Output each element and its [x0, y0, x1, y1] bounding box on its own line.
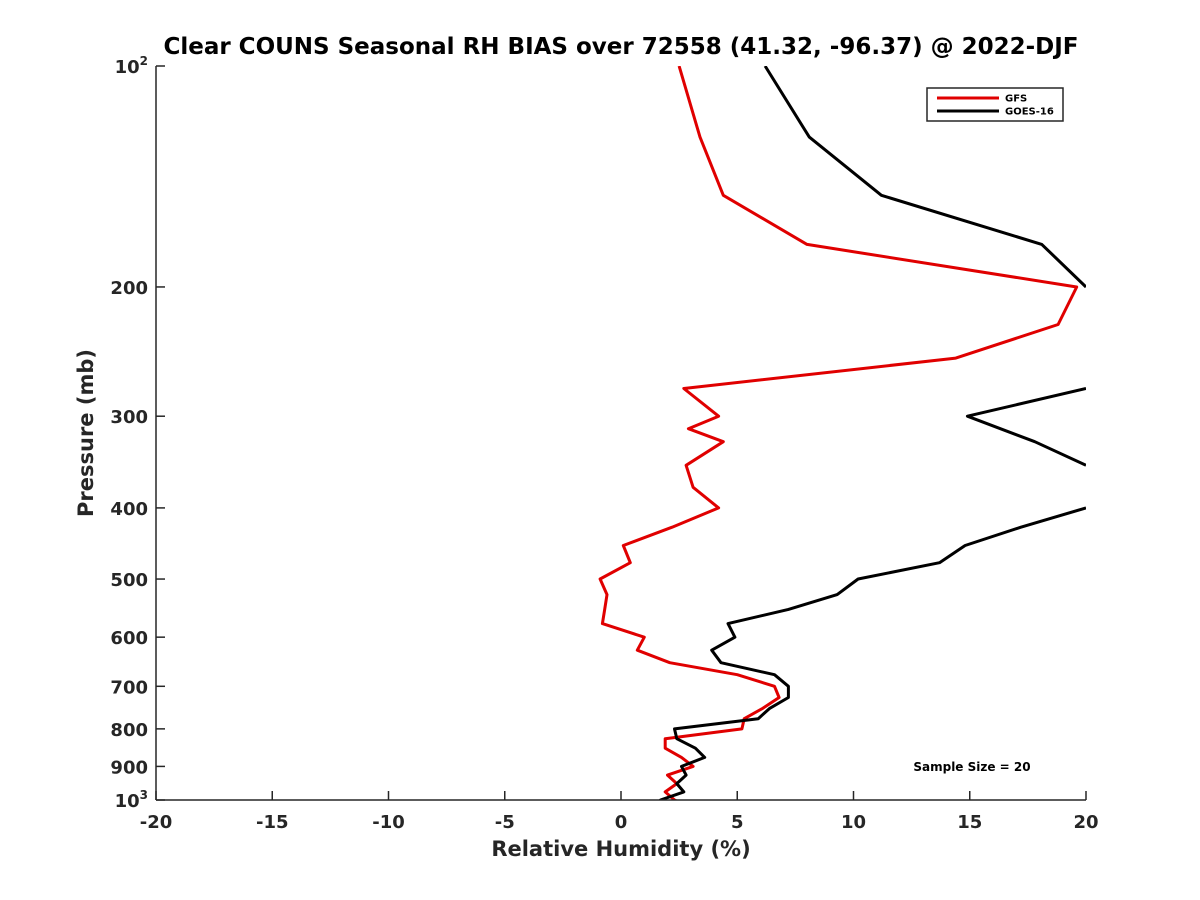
legend-box — [926, 87, 1064, 122]
x-tick-label: 20 — [1073, 812, 1098, 833]
x-tick-label: -15 — [256, 812, 289, 833]
x-tick-label: 5 — [731, 812, 744, 833]
series-line-goes-16 — [965, 387, 1086, 467]
series-line-goes-16 — [659, 506, 1086, 800]
y-tick-label: 600 — [110, 628, 148, 649]
y-tick-label: 200 — [110, 278, 148, 299]
legend-label: GFS — [1005, 94, 1027, 105]
legend-label: GOES-16 — [1005, 107, 1054, 118]
x-tick-label: -5 — [495, 812, 515, 833]
x-ticks: -20 -15 -10 -5 0 5 10 15 20 — [140, 791, 1099, 833]
chart-title: Clear COUNS Seasonal RH BIAS over 72558 … — [163, 34, 1078, 60]
series-layer — [598, 66, 1086, 800]
x-axis-label: Relative Humidity (%) — [491, 837, 750, 861]
y-tick-label: 300 — [110, 407, 148, 428]
y-tick-label: 500 — [110, 570, 148, 591]
x-tick-label: 15 — [957, 812, 982, 833]
plot-area: -20 -15 -10 -5 0 5 10 15 20 102 200 300 400 500 600 70… — [110, 54, 1098, 833]
x-tick-label: -10 — [372, 812, 405, 833]
legend: GFS GOES-16 — [926, 87, 1064, 122]
y-tick-label: 102 — [115, 54, 148, 78]
y-tick-label: 700 — [110, 677, 148, 698]
y-ticks: 102 200 300 400 500 600 700 800 900 103 — [110, 54, 165, 812]
y-axis-label: Pressure (mb) — [74, 349, 98, 517]
x-tick-label: 0 — [615, 812, 628, 833]
y-tick-label: 900 — [110, 757, 148, 778]
x-tick-label: -20 — [140, 812, 173, 833]
series-line-goes-16 — [763, 66, 1086, 289]
y-tick-label: 800 — [110, 720, 148, 741]
sample-size-annotation: Sample Size = 20 — [913, 760, 1030, 774]
y-tick-label: 400 — [110, 499, 148, 520]
y-tick-label: 103 — [115, 788, 148, 812]
x-tick-label: 10 — [841, 812, 866, 833]
